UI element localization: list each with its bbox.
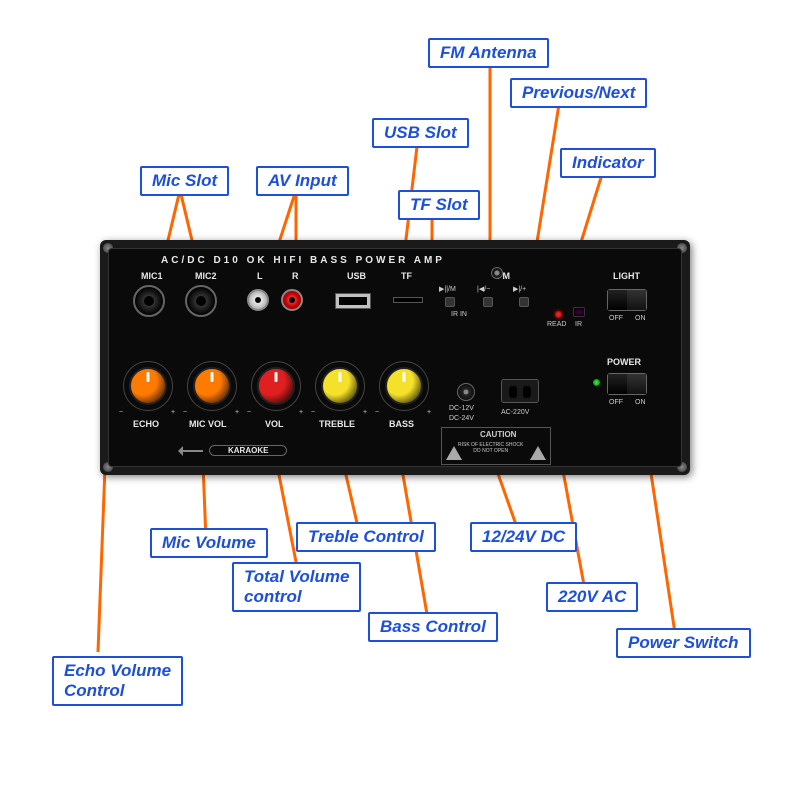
callout-bass: Bass Control (368, 612, 498, 642)
panel-header: AC/DC D10 OK HIFI BASS POWER AMP (161, 255, 445, 266)
label-mic1: MIC1 (141, 271, 163, 281)
callout-treble: Treble Control (296, 522, 436, 552)
label-micvol: MIC VOL (189, 419, 227, 429)
callout-mic-slot: Mic Slot (140, 166, 229, 196)
caution-title: CAUTION (480, 430, 516, 439)
rca-left[interactable] (247, 289, 269, 311)
label-bass: BASS (389, 419, 414, 429)
warning-triangle-icon (530, 438, 546, 460)
rca-right[interactable] (281, 289, 303, 311)
label-dc24: DC-24V (449, 415, 474, 422)
label-power: POWER (607, 357, 641, 367)
amplifier-panel: AC/DC D10 OK HIFI BASS POWER AMP MIC1 MI… (100, 240, 690, 475)
label-treble: TREBLE (319, 419, 355, 429)
caution-sub: RISK OF ELECTRIC SHOCK DO NOT OPEN (458, 442, 523, 454)
power-led (593, 379, 600, 386)
label-usb: USB (347, 271, 366, 281)
callout-usb-slot: USB Slot (372, 118, 469, 148)
arrow-head (173, 446, 183, 456)
callout-echo-vol: Echo Volume Control (52, 656, 183, 706)
tf-slot[interactable] (393, 297, 423, 303)
label-l: L (257, 271, 263, 281)
play-button[interactable] (445, 297, 455, 307)
callout-prev-next: Previous/Next (510, 78, 647, 108)
label-on2: ON (635, 399, 646, 406)
label-tf: TF (401, 271, 412, 281)
light-switch[interactable] (607, 289, 647, 311)
label-prev: |◀/− (477, 285, 490, 293)
dc-jack[interactable] (457, 383, 475, 401)
next-button[interactable] (519, 297, 529, 307)
warning-triangle-icon (446, 438, 462, 460)
label-ac220: AC-220V (501, 409, 529, 416)
mic1-jack[interactable] (133, 285, 165, 317)
label-read: READ (547, 321, 566, 328)
ir-window (573, 307, 585, 317)
label-vol: VOL (265, 419, 284, 429)
callout-tf-slot: TF Slot (398, 190, 480, 220)
caution-box: CAUTION RISK OF ELECTRIC SHOCK DO NOT OP… (441, 427, 551, 465)
usb-slot[interactable] (335, 293, 371, 309)
callout-fm-antenna: FM Antenna (428, 38, 549, 68)
ac-inlet[interactable] (501, 379, 539, 403)
label-next: ▶|/+ (513, 285, 526, 293)
label-r: R (292, 271, 299, 281)
fm-antenna-jack[interactable] (491, 267, 503, 279)
echo-knob[interactable] (129, 367, 167, 405)
prev-button[interactable] (483, 297, 493, 307)
label-play: ▶||/M (439, 285, 456, 293)
label-karaoke: KARAOKE (209, 445, 287, 456)
read-led (555, 311, 562, 318)
label-light: LIGHT (613, 271, 640, 281)
vol-knob[interactable] (257, 367, 295, 405)
micvol-knob[interactable] (193, 367, 231, 405)
bass-knob[interactable] (385, 367, 423, 405)
callout-indicator: Indicator (560, 148, 656, 178)
power-switch[interactable] (607, 373, 647, 395)
callout-power-switch: Power Switch (616, 628, 751, 658)
treble-knob[interactable] (321, 367, 359, 405)
label-off2: OFF (609, 399, 623, 406)
label-off1: OFF (609, 315, 623, 322)
callout-ac: 220V AC (546, 582, 638, 612)
callout-total-vol: Total Volume control (232, 562, 361, 612)
callout-dc: 12/24V DC (470, 522, 577, 552)
callout-mic-vol: Mic Volume (150, 528, 268, 558)
label-echo: ECHO (133, 419, 159, 429)
label-dc12: DC-12V (449, 405, 474, 412)
callout-av-input: AV Input (256, 166, 349, 196)
panel-inner: AC/DC D10 OK HIFI BASS POWER AMP MIC1 MI… (108, 248, 682, 467)
label-irin: IR IN (451, 311, 467, 318)
label-mic2: MIC2 (195, 271, 217, 281)
label-on1: ON (635, 315, 646, 322)
mic2-jack[interactable] (185, 285, 217, 317)
label-ir: IR (575, 321, 582, 328)
